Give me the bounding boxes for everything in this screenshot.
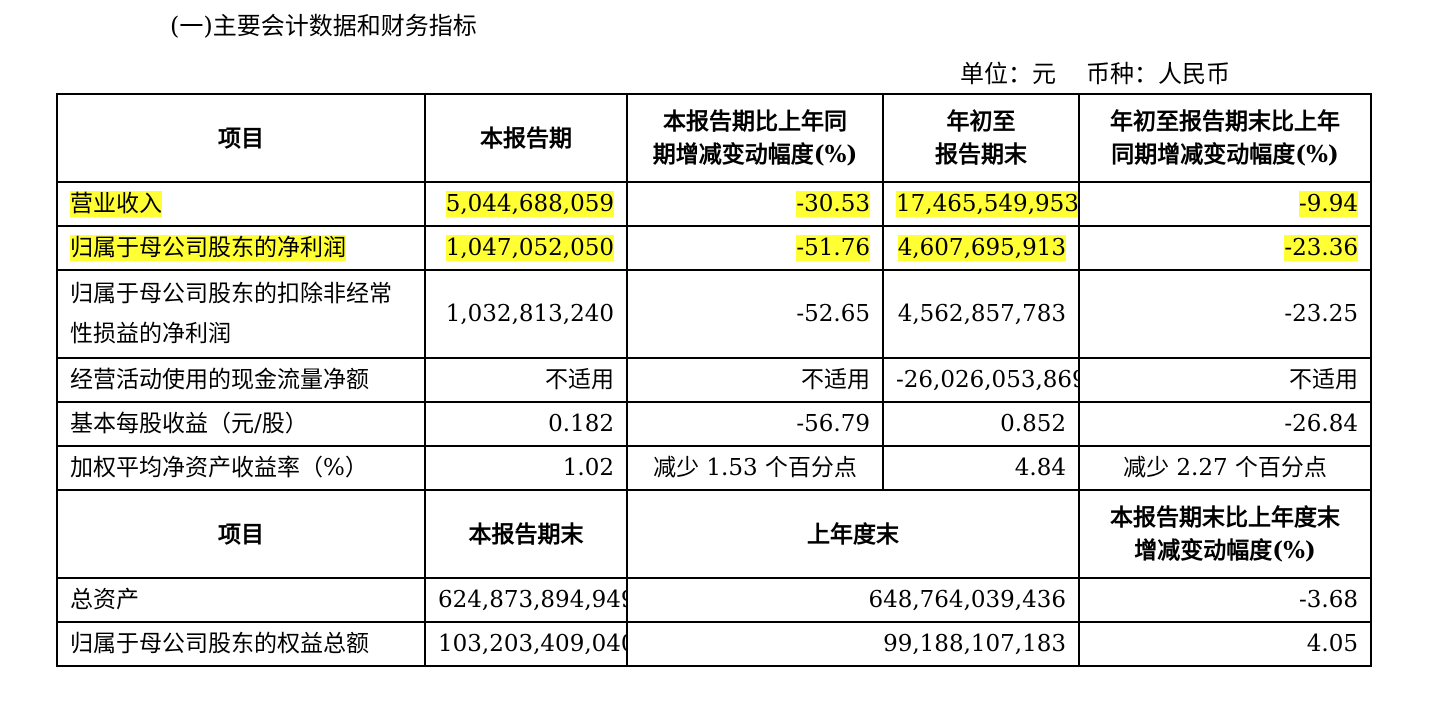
- header-current-period: 本报告期: [424, 93, 628, 183]
- table-row: 基本每股收益（元/股） 0.182 -56.79 0.852 -26.84: [56, 401, 1372, 447]
- ytd-value: 4,607,695,913: [897, 234, 1066, 261]
- header-ytd-line2: 报告期末: [935, 141, 1027, 168]
- current-value: 1.02: [424, 445, 628, 491]
- header-ytd-line1: 年初至: [946, 108, 1016, 135]
- ytd-cell: 17,465,549,953: [882, 181, 1080, 227]
- row-label-cell: 归属于母公司股东的净利润: [56, 225, 426, 271]
- row-label: 加权平均净资产收益率（%）: [56, 445, 426, 491]
- table-row: 营业收入 5,044,688,059 -30.53 17,465,549,953…: [56, 181, 1372, 227]
- ytd-value: 4.84: [882, 445, 1080, 491]
- table-row: 经营活动使用的现金流量净额 不适用 不适用 -26,026,053,869 不适…: [56, 357, 1372, 403]
- row-label: 总资产: [56, 577, 426, 623]
- ytd-yoy-value: -23.36: [1284, 234, 1358, 261]
- yoy-value: -51.76: [796, 234, 870, 261]
- header-item: 项目: [56, 489, 426, 579]
- change-value: -3.68: [1078, 577, 1372, 623]
- current-cell: 1,047,052,050: [424, 225, 628, 271]
- yoy-cell: -30.53: [626, 181, 884, 227]
- row-label: 归属于母公司股东的权益总额: [56, 621, 426, 667]
- section-title: (一)主要会计数据和财务指标: [170, 12, 477, 40]
- ytd-yoy-value: -26.84: [1078, 401, 1372, 447]
- change-value: 4.05: [1078, 621, 1372, 667]
- unit-line: 单位：元 币种：人民币: [960, 56, 1230, 92]
- period-end-value: 624,873,894,949: [424, 577, 628, 623]
- current-value: 1,047,052,050: [445, 234, 614, 261]
- table-row: 归属于母公司股东的扣除非经常性损益的净利润 1,032,813,240 -52.…: [56, 269, 1372, 359]
- currency-label: 币种：人民币: [1086, 60, 1230, 88]
- ytd-yoy-value: 减少 2.27 个百分点: [1078, 445, 1372, 491]
- header-yoy-change-line1: 本报告期比上年同: [663, 108, 847, 135]
- row-label: 归属于母公司股东的扣除非经常性损益的净利润: [56, 269, 426, 359]
- current-value: 0.182: [424, 401, 628, 447]
- ytd-yoy-cell: -9.94: [1078, 181, 1372, 227]
- header-row: 项目 本报告期末 上年度末 本报告期末比上年度末 增减变动幅度(%): [56, 489, 1372, 579]
- ytd-yoy-value: 不适用: [1078, 357, 1372, 403]
- header-item: 项目: [56, 93, 426, 183]
- row-label-cell: 营业收入: [56, 181, 426, 227]
- unit-label: 单位：元: [960, 60, 1056, 88]
- row-label: 营业收入: [70, 190, 162, 217]
- ytd-value: 17,465,549,953: [896, 190, 1079, 217]
- row-label: 经营活动使用的现金流量净额: [56, 357, 426, 403]
- ytd-value: 4,562,857,783: [882, 269, 1080, 359]
- ytd-value: -26,026,053,869: [882, 357, 1080, 403]
- current-cell: 5,044,688,059: [424, 181, 628, 227]
- yoy-value: 减少 1.53 个百分点: [626, 445, 884, 491]
- ytd-yoy-value: -9.94: [1299, 190, 1358, 217]
- ytd-yoy-cell: -23.36: [1078, 225, 1372, 271]
- yoy-value: -30.53: [796, 190, 870, 217]
- yoy-value: 不适用: [626, 357, 884, 403]
- header-ytd: 年初至 报告期末: [882, 93, 1080, 183]
- header-change-line2: 增减变动幅度(%): [1134, 537, 1316, 564]
- row-label: 归属于母公司股东的净利润: [70, 234, 346, 261]
- header-ytd-yoy-line1: 年初至报告期末比上年: [1110, 108, 1340, 135]
- header-yoy-change: 本报告期比上年同 期增减变动幅度(%): [626, 93, 884, 183]
- yoy-cell: -51.76: [626, 225, 884, 271]
- financial-data-table: 项目 本报告期 本报告期比上年同 期增减变动幅度(%) 年初至 报告期末 年初至…: [56, 93, 1372, 667]
- header-prior-year-end: 上年度末: [626, 489, 1080, 579]
- current-value: 不适用: [424, 357, 628, 403]
- header-change: 本报告期末比上年度末 增减变动幅度(%): [1078, 489, 1372, 579]
- header-yoy-change-line2: 期增减变动幅度(%): [652, 141, 858, 168]
- header-change-line1: 本报告期末比上年度末: [1110, 504, 1340, 531]
- ytd-value: 0.852: [882, 401, 1080, 447]
- prior-year-end-value: 648,764,039,436: [626, 577, 1080, 623]
- table-row: 加权平均净资产收益率（%） 1.02 减少 1.53 个百分点 4.84 减少 …: [56, 445, 1372, 491]
- ytd-cell: 4,607,695,913: [882, 225, 1080, 271]
- yoy-value: -56.79: [626, 401, 884, 447]
- header-ytd-yoy-change: 年初至报告期末比上年 同期增减变动幅度(%): [1078, 93, 1372, 183]
- header-row: 项目 本报告期 本报告期比上年同 期增减变动幅度(%) 年初至 报告期末 年初至…: [56, 93, 1372, 183]
- current-value: 1,032,813,240: [424, 269, 628, 359]
- table-row: 归属于母公司股东的净利润 1,047,052,050 -51.76 4,607,…: [56, 225, 1372, 271]
- period-end-value: 103,203,409,040: [424, 621, 628, 667]
- row-label: 基本每股收益（元/股）: [56, 401, 426, 447]
- ytd-yoy-value: -23.25: [1078, 269, 1372, 359]
- header-period-end: 本报告期末: [424, 489, 628, 579]
- current-value: 5,044,688,059: [445, 190, 614, 217]
- yoy-value: -52.65: [626, 269, 884, 359]
- table-row: 总资产 624,873,894,949 648,764,039,436 -3.6…: [56, 577, 1372, 623]
- table-row: 归属于母公司股东的权益总额 103,203,409,040 99,188,107…: [56, 621, 1372, 667]
- prior-year-end-value: 99,188,107,183: [626, 621, 1080, 667]
- header-ytd-yoy-line2: 同期增减变动幅度(%): [1111, 141, 1339, 168]
